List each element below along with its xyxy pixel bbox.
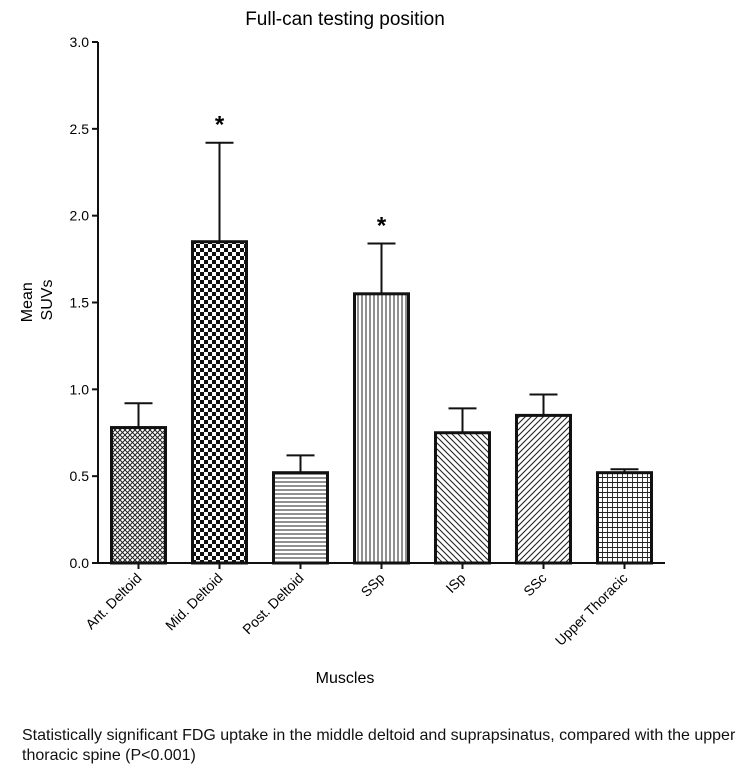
- x-tick-label: Ant. Deltoid: [82, 570, 144, 632]
- bar-chart: Full-can testing position Mean SUVs 0.00…: [19, 9, 665, 687]
- y-tick-label: 1.0: [70, 381, 90, 397]
- y-tick-label: 0.0: [70, 555, 90, 571]
- y-tick-label: 3.0: [70, 34, 90, 50]
- x-tick-label: Post. Deltoid: [239, 570, 306, 637]
- y-tick-label: 2.5: [70, 121, 90, 137]
- y-axis-label-line2: SUVs: [39, 280, 56, 321]
- bar: [596, 471, 653, 565]
- bar: [191, 240, 248, 565]
- chart-title: Full-can testing position: [245, 9, 445, 30]
- y-axis: 0.0 0.5 1.0 1.5 2.0 2.5 3.0: [70, 34, 99, 571]
- bar: [272, 471, 329, 565]
- bar: [515, 413, 572, 565]
- significance-marker: *: [215, 112, 225, 139]
- bars: **: [110, 112, 653, 565]
- bar: [110, 426, 167, 565]
- significance-marker: *: [377, 212, 387, 239]
- y-tick-label: 2.0: [70, 208, 90, 224]
- y-axis-label: Mean SUVs: [19, 278, 56, 322]
- y-axis-label-line1: Mean: [19, 282, 36, 322]
- x-axis: Ant. Deltoid Mid. Deltoid Post. Deltoid SSp…: [82, 562, 665, 649]
- x-tick-label: SSp: [358, 570, 388, 600]
- y-tick-label: 0.5: [70, 468, 90, 484]
- y-tick-label: 1.5: [70, 295, 90, 311]
- x-tick-label: ISp: [442, 570, 468, 596]
- bar: [434, 431, 491, 565]
- figure-caption: Statistically significant FDG uptake in …: [22, 727, 736, 764]
- x-tick-label: Upper Thoracic: [552, 570, 631, 649]
- bar: [353, 292, 410, 565]
- x-axis-label: Muscles: [316, 670, 375, 687]
- x-tick-label: SSc: [520, 570, 549, 599]
- x-tick-label: Mid. Deltoid: [162, 570, 226, 634]
